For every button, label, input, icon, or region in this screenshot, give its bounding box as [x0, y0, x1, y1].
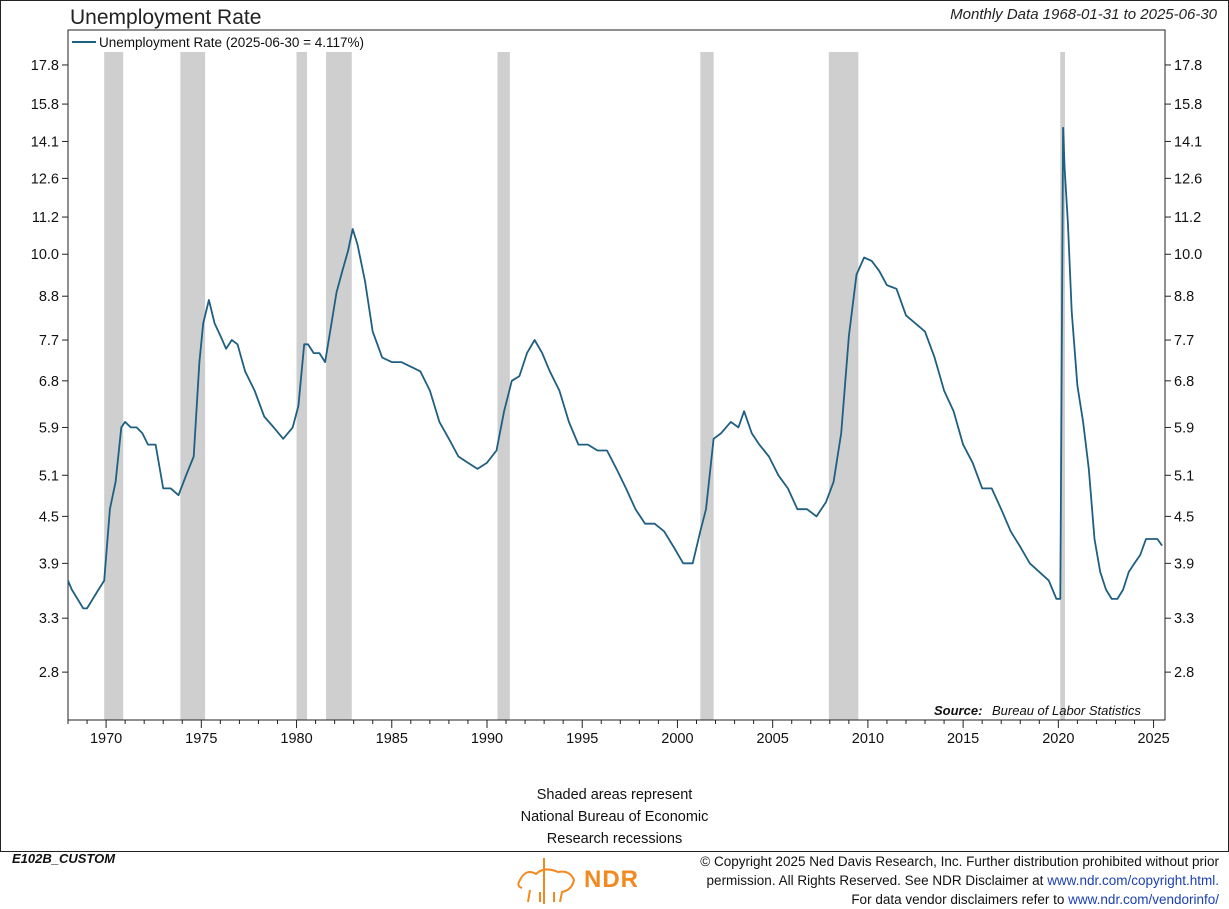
x-tick-label: 1995 [566, 731, 598, 747]
y-tick-label: 3.9 [1174, 556, 1194, 572]
copyright-line: permission. All Rights Reserved. See NDR… [659, 871, 1219, 890]
y-tick-label: 10.0 [1174, 247, 1202, 263]
legend-label: Unemployment Rate (2025-06-30 = 4.117%) [99, 35, 364, 50]
y-tick-label: 3.3 [1174, 611, 1194, 627]
copyright-text: permission. All Rights Reserved. See NDR… [706, 873, 1044, 888]
chart-id: E102B_CUSTOM [12, 851, 116, 866]
series-line-unemployment-rate [67, 126, 1163, 610]
y-tick-label: 17.8 [31, 58, 59, 74]
x-tick-label: 1970 [90, 731, 122, 747]
y-tick-label: 2.8 [1174, 665, 1194, 681]
footnote-line: Shaded areas represent [536, 787, 693, 803]
y-tick-label: 6.8 [39, 374, 59, 390]
y-tick-label: 17.8 [1174, 58, 1202, 74]
x-tick-label: 1990 [471, 731, 503, 747]
recession-band [1060, 52, 1066, 720]
y-tick-label: 5.9 [39, 420, 59, 436]
y-tick-label: 11.2 [32, 210, 59, 226]
footnote-line: Research recessions [546, 831, 683, 847]
recession-band [296, 52, 308, 720]
y-tick-label: 8.8 [1174, 289, 1194, 305]
x-tick-label: 2015 [947, 731, 979, 747]
y-tick-label: 10.0 [31, 247, 59, 263]
recession-band [700, 52, 714, 720]
x-tick-label: 1975 [185, 731, 217, 747]
recession-band [104, 52, 124, 720]
x-axis: 1970 1975 1980 1985 1990 1995 2000 2005 2010 2015… [67, 720, 1170, 747]
ndr-logo-text: NDR [584, 866, 639, 893]
chart-title: Unemployment Rate [70, 6, 262, 29]
x-tick-label: 2000 [661, 731, 693, 747]
x-tick-label: 1985 [376, 731, 408, 747]
recession-band [180, 52, 206, 720]
x-tick-label: 1980 [280, 731, 312, 747]
chart-area: 17.8 17.8 15.8 15.8 14.1 14.1 12.6 12.6 11.2 11.2… [31, 29, 1202, 747]
y-tick-label: 3.9 [39, 556, 59, 572]
footnote-line: National Bureau of Economic [520, 809, 709, 825]
y-tick-label: 7.7 [1174, 333, 1194, 349]
y-tick-label: 3.3 [39, 611, 59, 627]
y-tick-label: 14.1 [1174, 134, 1202, 150]
recession-band [828, 52, 859, 720]
recession-footnote: Shaded areas represent National Bureau o… [0, 784, 1229, 850]
y-tick-label: 2.8 [39, 665, 59, 681]
y-tick-label: 8.8 [39, 289, 59, 305]
y-tick-label: 7.7 [39, 333, 59, 349]
vendor-text: For data vendor disclaimers refer to [851, 892, 1065, 907]
y-axis: 17.8 17.8 15.8 15.8 14.1 14.1 12.6 12.6 11.2 11.2… [31, 58, 1202, 681]
source-text: Bureau of Labor Statistics [992, 703, 1141, 718]
x-tick-label: 2010 [852, 731, 884, 747]
y-tick-label: 14.1 [31, 134, 59, 150]
x-tick-label: 2025 [1137, 731, 1169, 747]
y-tick-label: 15.8 [31, 97, 59, 113]
y-tick-label: 5.1 [39, 468, 59, 484]
y-tick-label: 12.6 [1174, 171, 1202, 187]
recession-band [326, 52, 352, 720]
source-label: Source: [934, 703, 982, 718]
plot-border [67, 29, 1166, 721]
y-tick-label: 12.6 [31, 171, 59, 187]
recession-shading [104, 52, 1066, 720]
x-tick-label: 2020 [1042, 731, 1074, 747]
y-tick-label: 4.5 [1174, 509, 1194, 525]
y-tick-label: 5.1 [1174, 468, 1194, 484]
copyright-line: © Copyright 2025 Ned Davis Research, Inc… [700, 854, 1219, 869]
y-tick-label: 15.8 [1174, 97, 1202, 113]
recession-band [497, 52, 510, 720]
y-tick-label: 4.5 [39, 509, 59, 525]
vendor-link[interactable]: www.ndr.com/vendorinfo/ [1068, 892, 1219, 907]
copyright-line: For data vendor disclaimers refer to www… [659, 890, 1219, 909]
copyright-link[interactable]: www.ndr.com/copyright.html. [1047, 873, 1219, 888]
y-tick-label: 6.8 [1174, 374, 1194, 390]
ndr-bull-logo-icon [517, 858, 576, 904]
y-tick-label: 11.2 [1174, 210, 1201, 226]
y-tick-label: 5.9 [1174, 420, 1194, 436]
copyright-notice: © Copyright 2025 Ned Davis Research, Inc… [659, 852, 1219, 909]
chart-subtitle: Monthly Data 1968-01-31 to 2025-06-30 [950, 6, 1217, 23]
x-tick-label: 2005 [757, 731, 789, 747]
source-note: Source: Bureau of Labor Statistics [934, 703, 1141, 718]
legend: Unemployment Rate (2025-06-30 = 4.117%) [72, 35, 364, 50]
